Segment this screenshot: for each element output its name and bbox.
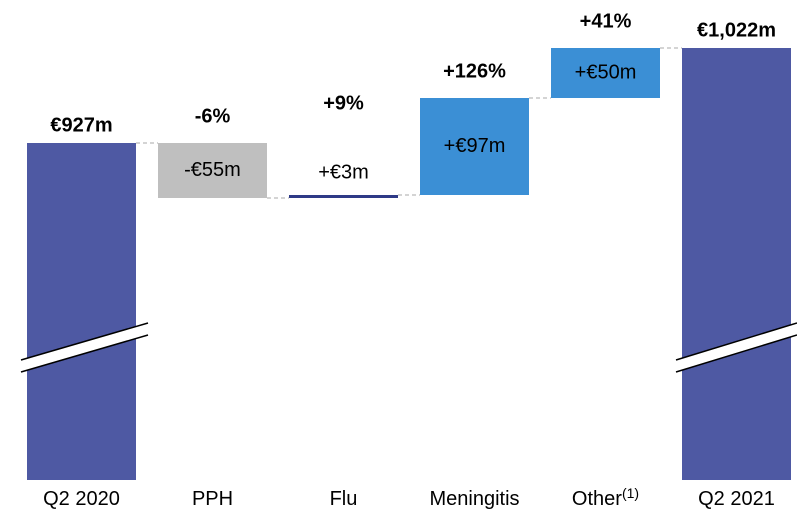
bar — [682, 48, 791, 480]
category-name: Q2 2021 — [698, 488, 775, 510]
value-label: €927m — [50, 114, 112, 136]
category-name: Other — [572, 488, 622, 510]
axis-break — [21, 323, 148, 372]
bar — [551, 48, 660, 98]
category-name: PPH — [192, 488, 233, 510]
x-tick-label: PPH — [192, 488, 233, 510]
x-tick-label: Meningitis — [429, 488, 519, 510]
category-name: Q2 2020 — [43, 488, 120, 510]
bar — [27, 143, 136, 480]
axis-break-line — [20, 322, 149, 361]
axis-break-line — [675, 322, 797, 361]
value-label: €1,022m — [697, 19, 776, 41]
bar — [158, 143, 267, 198]
growth-label: +9% — [323, 92, 364, 114]
value-label: +€3m — [318, 161, 369, 183]
growth-label: +126% — [443, 60, 506, 82]
x-tick-label: Other(1) — [572, 485, 639, 511]
category-name: Flu — [330, 488, 358, 510]
x-tick-label: Q2 2021 — [698, 488, 775, 510]
x-tick-label: Q2 2020 — [43, 488, 120, 510]
bar — [420, 98, 529, 195]
category-name: Meningitis — [429, 488, 519, 510]
growth-label: +41% — [580, 10, 632, 32]
value-label: +€50m — [575, 61, 637, 83]
axis-break — [676, 323, 797, 372]
value-label: -€55m — [184, 159, 241, 181]
category-note: (1) — [622, 485, 639, 501]
value-label: +€97m — [444, 135, 506, 157]
x-tick-label: Flu — [330, 488, 358, 510]
axis-break-line — [675, 334, 797, 373]
growth-label: -6% — [195, 105, 231, 127]
axis-break-line — [20, 334, 149, 373]
bar — [289, 195, 398, 198]
